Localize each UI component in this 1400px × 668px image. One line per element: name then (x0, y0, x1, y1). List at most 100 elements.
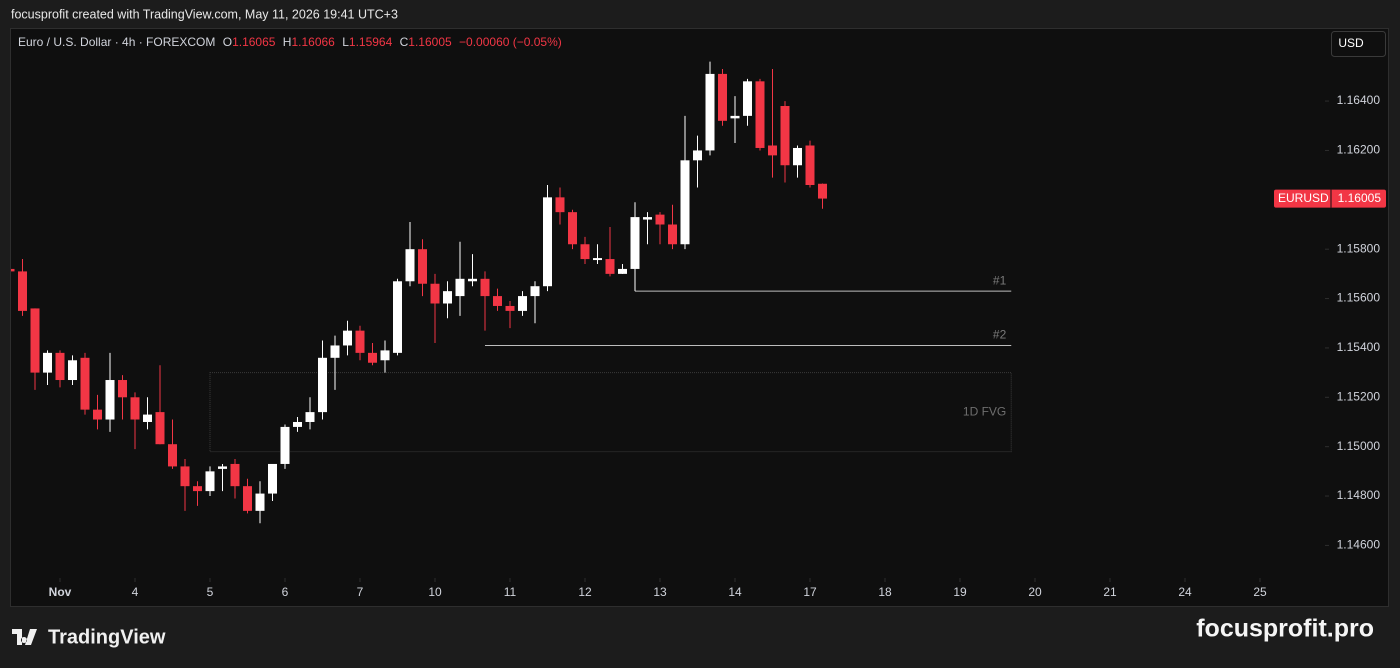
candle-body (130, 397, 140, 420)
candle-body (30, 308, 40, 373)
candle-body (405, 249, 415, 282)
y-tick-label: 1.16400 (1337, 93, 1381, 107)
price-tag (1274, 189, 1386, 208)
candle-body (455, 278, 465, 297)
y-tick-label: 1.15000 (1337, 439, 1381, 453)
candle-body (418, 249, 427, 284)
candle-body (755, 81, 765, 148)
candle-body (630, 217, 640, 269)
candle-body (668, 224, 677, 245)
candle-body (605, 259, 615, 274)
y-tick-label: 1.15600 (1337, 291, 1381, 305)
level-label: #1 (993, 273, 1007, 287)
candle-body (443, 291, 452, 304)
candle-body (330, 345, 340, 358)
candle-body (718, 73, 727, 121)
candle-body (693, 150, 702, 161)
candle-body (230, 463, 240, 487)
x-tick-label: 17 (803, 585, 817, 599)
fvg-zone (209, 372, 1012, 453)
x-tick-label: 20 (1028, 585, 1042, 599)
x-tick-label: 10 (428, 585, 442, 599)
candle-body (593, 258, 602, 261)
x-tick-label: 21 (1103, 585, 1117, 599)
candle-body (180, 466, 190, 487)
x-tick-label: 11 (504, 585, 517, 599)
candle-body (105, 380, 115, 420)
candle-body (168, 444, 177, 467)
candle-body (268, 463, 277, 494)
candle-body (543, 197, 552, 287)
candle-body (368, 352, 377, 363)
candle-body (280, 426, 290, 464)
candle-body (805, 145, 815, 186)
candle-body (518, 296, 527, 311)
logo-text: TradingView (48, 626, 166, 648)
candle-body (68, 360, 77, 381)
ohlc-label: H (283, 35, 292, 49)
x-tick-label: 24 (1178, 585, 1192, 599)
candle-body (643, 217, 652, 220)
x-tick-label: 25 (1253, 585, 1267, 599)
x-tick-label: 12 (578, 585, 592, 599)
candle-body (505, 305, 515, 311)
candle-body (705, 73, 715, 151)
candle-body (380, 350, 390, 361)
candle-body (530, 286, 540, 297)
candle-body (218, 466, 227, 469)
candle-body (480, 278, 490, 297)
tradingview-logo: TradingView (12, 626, 166, 648)
x-tick-label: 18 (878, 585, 892, 599)
ohlc-value: 1.16005 (408, 35, 452, 49)
plot-area: 1D FVG #1 #2 (11, 61, 1012, 524)
y-tick-label: 1.15800 (1337, 241, 1381, 255)
axes: 1.14600 1.14800 1.15000 1.15200 1.15400 1.156… (49, 93, 1386, 599)
currency-button[interactable] (1331, 31, 1386, 57)
x-tick-label: 4 (132, 585, 139, 599)
y-tick-label: 1.16200 (1337, 143, 1381, 157)
price-tag-value: 1.16005 (1338, 191, 1382, 205)
candle-body (255, 493, 265, 511)
candle-body (580, 244, 590, 260)
x-tick-label: 6 (282, 585, 289, 599)
zone-label: 1D FVG (963, 404, 1006, 418)
price-tag-symbol: EURUSD (1278, 191, 1329, 205)
y-tick-label: 1.15200 (1337, 389, 1381, 403)
candle-body (243, 486, 252, 511)
candle-body (680, 160, 690, 245)
logo-icon (12, 629, 37, 645)
x-tick-label: Nov (49, 585, 72, 599)
candle-body (143, 414, 152, 422)
candle-body (555, 197, 565, 213)
candle-body (343, 330, 352, 346)
y-tick-label: 1.14600 (1337, 538, 1381, 552)
ohlc-value: 1.16066 (291, 35, 335, 49)
candle-body (818, 183, 827, 199)
caption: focusprofit created with TradingView.com… (11, 7, 398, 21)
candle-body (293, 421, 302, 427)
candle-body (768, 145, 777, 156)
candle-body (618, 268, 627, 274)
ohlc-label: C (400, 35, 409, 49)
candle-body (493, 296, 502, 306)
x-tick-label: 5 (207, 585, 214, 599)
candle-body (793, 147, 802, 166)
candle-body (568, 212, 577, 245)
candle-body (393, 281, 402, 353)
x-tick-label: 7 (357, 585, 364, 599)
candle-body (43, 352, 52, 373)
candle-body (18, 271, 27, 311)
candle-body (318, 357, 327, 413)
candle-body (743, 81, 752, 116)
x-tick-label: 19 (953, 585, 967, 599)
x-tick-label: 13 (653, 585, 667, 599)
candle-body (655, 214, 665, 225)
candle-body (430, 283, 440, 304)
candle-body (93, 409, 102, 420)
ohlc-label: L (342, 35, 349, 49)
candle-body (355, 330, 365, 353)
currency-label: USD (1338, 36, 1364, 50)
candle-body (80, 357, 90, 410)
candle-body (780, 106, 790, 166)
level-label: #2 (993, 328, 1007, 342)
